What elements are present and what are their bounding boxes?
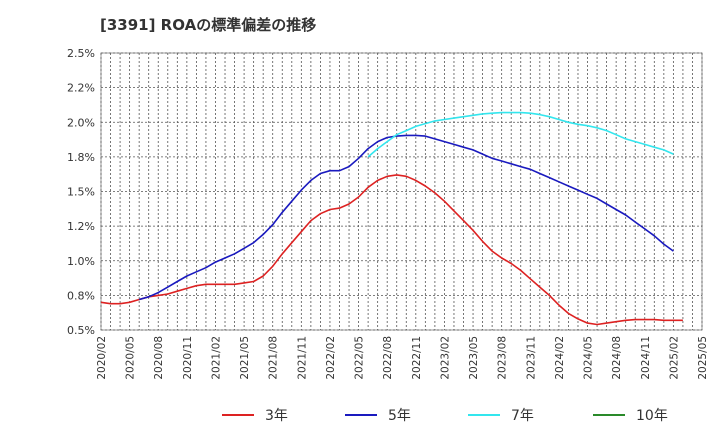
- y-tick-label: 1.2%: [67, 220, 95, 233]
- y-tick-label: 1.5%: [67, 186, 95, 199]
- legend-label-4: 10年: [636, 408, 668, 424]
- x-tick-label: 2021/11: [296, 336, 308, 380]
- x-tick-label: 2020/05: [125, 336, 137, 380]
- x-tick-label: 2025/02: [668, 336, 680, 380]
- y-tick-label: 0.8%: [67, 289, 95, 302]
- x-tick-label: 2021/02: [210, 336, 222, 380]
- x-tick-label: 2023/08: [497, 336, 509, 380]
- series-line-3: [367, 111, 674, 158]
- x-tick-label: 2023/05: [468, 336, 480, 380]
- x-tick-label: 2020/08: [153, 336, 165, 380]
- series-line-2: [138, 134, 674, 301]
- x-tick-label: 2020/02: [96, 336, 108, 380]
- legend: 3年 5年 7年 10年: [222, 408, 668, 424]
- legend-label-1: 3年: [265, 408, 288, 424]
- y-tick-label: 2.0%: [67, 116, 95, 129]
- x-tick-label: 2023/02: [439, 336, 451, 380]
- x-tick-label: 2024/08: [611, 336, 623, 380]
- x-tick-label: 2023/11: [525, 336, 537, 380]
- series-line-1: [100, 174, 683, 326]
- axis-layer: 0.5% 0.8% 1.0% 1.2% 1.5% 1.8% 2.0% 2.2% 2.5% 2020…: [67, 47, 709, 380]
- x-tick-label: 2022/05: [354, 336, 366, 380]
- x-tick-label: 2024/05: [583, 336, 595, 380]
- x-tick-label: 2024/11: [640, 336, 652, 380]
- chart-title: [3391] ROAの標準偏差の推移: [100, 16, 317, 34]
- x-tick-label: 2022/11: [411, 336, 423, 380]
- x-tick-label: 2021/05: [239, 336, 251, 380]
- y-tick-label: 1.8%: [67, 151, 95, 164]
- legend-label-3: 7年: [511, 408, 534, 424]
- series-layer: [100, 111, 683, 326]
- x-tick-label: 2022/08: [382, 336, 394, 380]
- x-tick-label: 2022/02: [325, 336, 337, 380]
- y-tick-label: 2.5%: [67, 47, 95, 60]
- x-tick-label: 2020/11: [182, 336, 194, 380]
- x-tick-label: 2025/05: [697, 336, 709, 380]
- x-tick-label: 2024/02: [554, 336, 566, 380]
- y-tick-label: 0.5%: [67, 324, 95, 337]
- x-tick-label: 2021/08: [268, 336, 280, 380]
- grid-layer: [100, 52, 703, 331]
- y-tick-label: 1.0%: [67, 255, 95, 268]
- legend-label-2: 5年: [388, 408, 411, 424]
- y-tick-label: 2.2%: [67, 82, 95, 95]
